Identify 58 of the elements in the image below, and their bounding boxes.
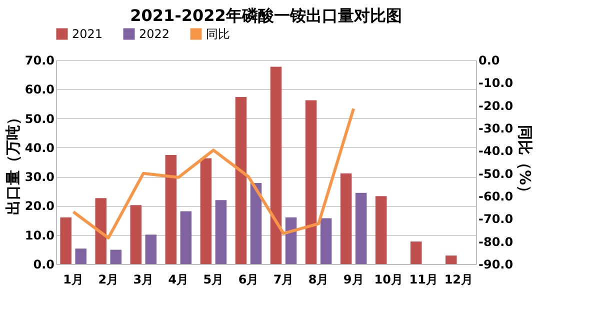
legend-label: 2022 <box>139 27 170 41</box>
x-tick-label: 11月 <box>409 272 438 286</box>
bar <box>165 155 177 264</box>
x-tick-label: 8月 <box>308 272 329 286</box>
bar <box>340 173 352 264</box>
bar <box>285 217 297 264</box>
bar <box>305 100 317 264</box>
x-tick-label: 10月 <box>374 272 403 286</box>
y-tick-label: 60.0 <box>24 82 54 97</box>
y2-tick-label: -20.0 <box>478 98 514 113</box>
y2-tick-label: -40.0 <box>478 144 514 158</box>
chart-title: 2021-2022年磷酸一铵出口量对比图 <box>130 6 402 25</box>
bar <box>235 97 247 264</box>
y-tick-label: 50.0 <box>24 112 54 126</box>
y-tick-label: 30.0 <box>24 170 54 184</box>
bar <box>75 248 86 264</box>
y-tick-label: 70.0 <box>24 54 54 68</box>
bar <box>200 158 212 264</box>
bar <box>215 200 227 264</box>
bar <box>180 211 192 264</box>
bar <box>250 182 262 264</box>
y-axis-title: 出口量（万吨） <box>4 110 22 215</box>
x-tick-label: 9月 <box>343 272 364 286</box>
y2-tick-label: 0.0 <box>478 54 500 68</box>
bar <box>110 250 122 264</box>
y-tick-label: 0.0 <box>33 258 54 272</box>
bar <box>446 256 457 264</box>
bar <box>410 242 422 264</box>
legend-label: 同比 <box>206 27 230 41</box>
bar <box>130 205 142 264</box>
x-tick-label: 6月 <box>238 272 259 286</box>
y2-tick-label: -80.0 <box>478 234 514 249</box>
legend-label: 2021 <box>72 27 103 41</box>
y-tick-label: 20.0 <box>24 199 54 214</box>
x-tick-label: 3月 <box>133 272 154 286</box>
x-tick-label: 2月 <box>98 272 119 286</box>
bar <box>320 218 332 264</box>
bar <box>375 196 387 264</box>
y2-tick-label: -90.0 <box>478 258 514 272</box>
y2-tick-label: -70.0 <box>478 212 514 226</box>
x-tick-label: 5月 <box>203 272 224 286</box>
x-tick-label: 7月 <box>273 272 294 286</box>
y2-tick-label: -60.0 <box>478 190 514 204</box>
y-tick-label: 40.0 <box>24 140 54 155</box>
x-tick-label: 1月 <box>63 272 84 286</box>
y2-axis-title: 同比（%） <box>516 124 534 200</box>
bar <box>145 234 157 264</box>
y-tick-label: 10.0 <box>24 228 54 242</box>
bar <box>270 66 282 264</box>
line-series <box>72 107 356 240</box>
y2-tick-label: -10.0 <box>478 76 514 90</box>
x-tick-label: 12月 <box>444 272 474 286</box>
y2-tick-label: -50.0 <box>478 166 514 181</box>
bar <box>60 217 72 264</box>
bar <box>95 198 106 264</box>
y2-tick-label: -30.0 <box>478 122 514 136</box>
bar <box>355 192 367 264</box>
x-tick-label: 4月 <box>168 272 189 286</box>
